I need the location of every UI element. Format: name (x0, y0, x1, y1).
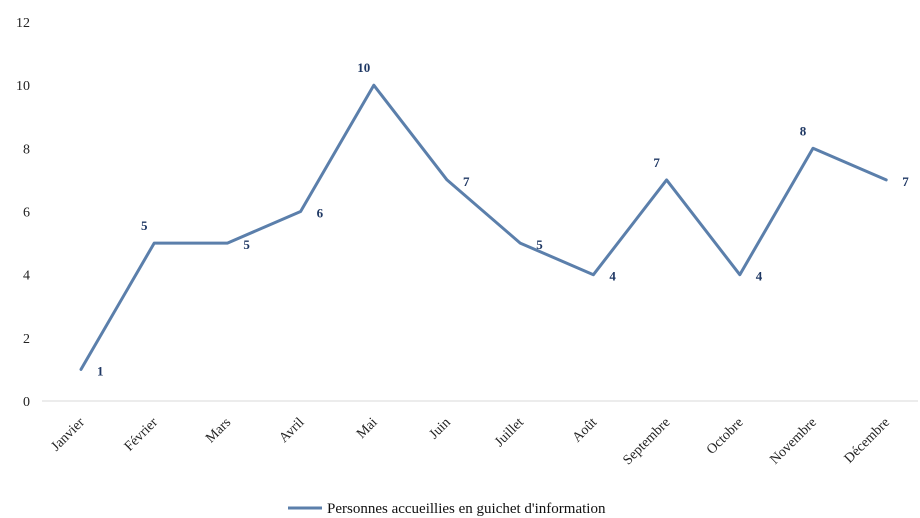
legend-label: Personnes accueillies en guichet d'infor… (327, 501, 606, 517)
y-tick-label: 0 (23, 395, 30, 410)
x-tick-label: Août (570, 415, 600, 445)
y-tick-label: 4 (23, 269, 30, 284)
data-label: 5 (243, 237, 250, 252)
x-axis-ticks: Janvier Février Mars Avril Mai Juin Juil… (49, 415, 893, 468)
x-tick-label: Juin (427, 415, 454, 442)
x-tick-label: Janvier (49, 415, 88, 454)
x-tick-label: Septembre (620, 415, 673, 468)
data-label: 1 (97, 363, 104, 378)
y-tick-label: 10 (16, 79, 30, 94)
data-label: 10 (357, 60, 370, 75)
data-label: 7 (902, 174, 909, 189)
x-tick-label: Avril (277, 415, 308, 446)
y-tick-label: 8 (23, 142, 30, 157)
series-line (79, 83, 888, 371)
y-axis-ticks: 0 2 4 6 8 10 12 (16, 16, 30, 410)
data-label: 4 (756, 269, 763, 284)
data-label: 5 (536, 237, 543, 252)
data-labels: 1 5 5 6 10 7 5 4 7 4 8 7 (97, 60, 909, 378)
data-label: 4 (609, 269, 616, 284)
x-tick-label: Mai (354, 415, 381, 442)
y-tick-label: 12 (16, 16, 30, 31)
x-tick-label: Juillet (492, 415, 527, 450)
data-label: 6 (317, 206, 324, 221)
data-label: 7 (653, 155, 660, 170)
y-tick-label: 6 (23, 206, 30, 221)
data-label: 8 (800, 123, 807, 138)
data-label: 5 (141, 218, 148, 233)
x-tick-label: Décembre (842, 415, 893, 466)
x-tick-label: Mars (203, 415, 234, 446)
y-tick-label: 2 (23, 332, 30, 347)
x-tick-label: Novembre (767, 415, 819, 467)
legend: Personnes accueillies en guichet d'infor… (288, 501, 606, 517)
x-tick-label: Février (122, 415, 161, 454)
data-label: 7 (463, 174, 470, 189)
x-tick-label: Octobre (704, 415, 746, 457)
